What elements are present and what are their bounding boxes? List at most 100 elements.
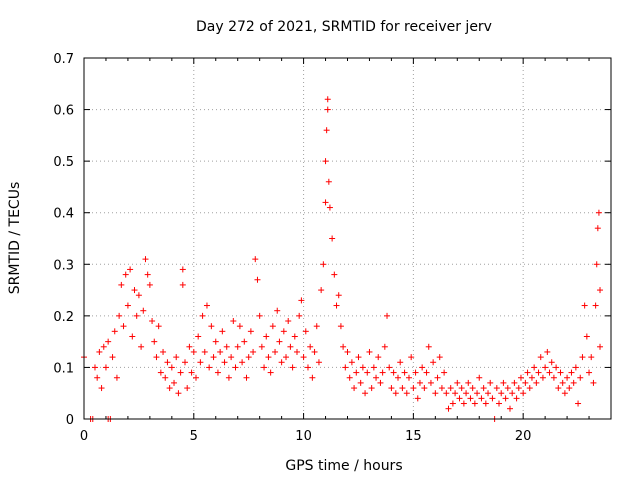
data-point: [550, 374, 557, 381]
data-point: [375, 354, 382, 361]
data-point: [225, 374, 232, 381]
data-point: [166, 385, 173, 392]
data-point: [124, 302, 131, 309]
data-point: [500, 379, 507, 386]
data-point: [256, 312, 263, 319]
data-point: [109, 354, 116, 361]
data-point: [432, 390, 439, 397]
data-point: [379, 369, 386, 376]
data-point: [539, 374, 546, 381]
data-point: [322, 158, 329, 165]
data-point: [581, 302, 588, 309]
data-point: [597, 343, 604, 350]
data-point: [118, 281, 125, 288]
data-point: [276, 338, 283, 345]
data-point: [129, 333, 136, 340]
data-point: [151, 338, 158, 345]
data-point: [408, 354, 415, 361]
data-point: [465, 379, 472, 386]
data-point: [595, 209, 602, 216]
data-point: [506, 405, 513, 412]
data-point: [520, 390, 527, 397]
data-point: [287, 343, 294, 350]
data-point: [318, 287, 325, 294]
data-point: [243, 374, 250, 381]
data-point: [247, 328, 254, 335]
data-point: [144, 271, 151, 278]
data-point: [98, 385, 105, 392]
data-point: [263, 333, 270, 340]
data-points: [81, 96, 604, 422]
data-point: [182, 359, 189, 366]
data-point: [471, 400, 478, 407]
data-point: [199, 312, 206, 319]
data-point: [175, 390, 182, 397]
data-point: [173, 354, 180, 361]
data-point: [498, 390, 505, 397]
data-point: [234, 343, 241, 350]
y-tick-label: 0.3: [53, 258, 74, 273]
data-point: [254, 276, 261, 283]
data-point: [313, 323, 320, 330]
data-point: [201, 348, 208, 355]
data-point: [149, 318, 156, 325]
tick-labels: 0 5 10 15 20 0 0.1 0.2 0.3 0.4 0.5 0.6 0.7: [53, 52, 531, 444]
data-point: [265, 354, 272, 361]
data-point: [370, 364, 377, 371]
data-point: [153, 354, 160, 361]
data-point: [384, 312, 391, 319]
data-point: [155, 323, 162, 330]
data-point: [487, 379, 494, 386]
data-point: [594, 225, 601, 232]
data-point: [392, 390, 399, 397]
data-point: [315, 359, 322, 366]
data-point: [351, 385, 358, 392]
data-point: [425, 343, 432, 350]
data-point: [177, 369, 184, 376]
data-point: [102, 364, 109, 371]
data-point: [325, 178, 332, 185]
data-point: [122, 271, 129, 278]
data-point: [452, 390, 459, 397]
data-point: [364, 369, 371, 376]
data-point: [557, 369, 564, 376]
data-point: [96, 348, 103, 355]
data-point: [570, 379, 577, 386]
data-point: [241, 338, 248, 345]
data-point: [192, 374, 199, 381]
data-point: [111, 328, 118, 335]
data-point: [592, 302, 599, 309]
y-tick-label: 0.5: [53, 155, 74, 170]
data-point: [502, 395, 509, 402]
data-point: [410, 385, 417, 392]
data-point: [390, 369, 397, 376]
data-point: [353, 369, 360, 376]
data-point: [280, 328, 287, 335]
data-point: [258, 343, 265, 350]
data-point: [572, 364, 579, 371]
data-point: [434, 374, 441, 381]
data-point: [577, 374, 584, 381]
data-point: [228, 354, 235, 361]
data-point: [533, 379, 540, 386]
data-point: [590, 379, 597, 386]
data-point: [217, 348, 224, 355]
data-point: [575, 400, 582, 407]
data-point: [588, 354, 595, 361]
data-point: [480, 385, 487, 392]
y-tick-label: 0.6: [53, 104, 74, 119]
data-point: [583, 333, 590, 340]
data-point: [395, 374, 402, 381]
data-point: [190, 348, 197, 355]
data-point: [186, 343, 193, 350]
data-point: [515, 385, 522, 392]
data-point: [91, 364, 98, 371]
data-point: [289, 364, 296, 371]
data-point: [184, 385, 191, 392]
data-point: [517, 374, 524, 381]
data-point: [131, 287, 138, 294]
data-point: [324, 96, 331, 103]
data-point: [94, 374, 101, 381]
data-point: [333, 302, 340, 309]
